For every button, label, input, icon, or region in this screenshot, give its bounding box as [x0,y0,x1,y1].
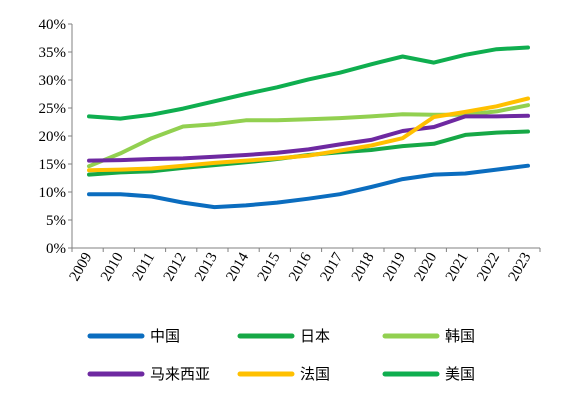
y-tick-label: 10% [39,185,67,201]
x-tick-label: 2017 [317,250,346,284]
series-line [87,113,530,163]
x-tick-label: 2020 [412,250,441,284]
y-tick-label: 25% [39,101,67,117]
legend-label: 美国 [445,365,475,383]
y-tick-label: 15% [39,157,67,173]
legend-label: 日本 [300,327,330,345]
series-lines [87,45,530,210]
x-tick-label: 2013 [192,250,221,284]
x-tick-label: 2009 [67,250,96,284]
y-tick-label: 40% [39,17,67,33]
y-tick-label: 35% [39,45,67,61]
y-tick-label: 30% [39,73,67,89]
x-tick-label: 2018 [349,250,378,284]
x-tick-label: 2015 [255,250,284,284]
x-tick-label: 2023 [506,250,535,284]
x-tick-label: 2011 [130,250,159,284]
x-tick-label: 2022 [474,250,503,284]
y-tick-label: 0% [46,241,66,257]
x-tick-label: 2016 [286,250,315,284]
legend-label: 中国 [150,327,180,345]
x-tick-label: 2021 [443,250,472,284]
legend-label: 韩国 [445,327,475,345]
legend-label: 法国 [300,365,330,383]
series-line [87,163,530,210]
x-tick-label: 2010 [98,250,127,284]
x-tick-label: 2014 [223,250,252,284]
legend-label: 马来西亚 [150,365,210,383]
y-tick-label: 5% [46,213,66,229]
y-tick-label: 20% [39,129,67,145]
x-tick-label: 2019 [380,250,409,284]
series-line [87,96,530,173]
x-tick-label: 2012 [161,250,190,284]
series-line [87,45,530,121]
